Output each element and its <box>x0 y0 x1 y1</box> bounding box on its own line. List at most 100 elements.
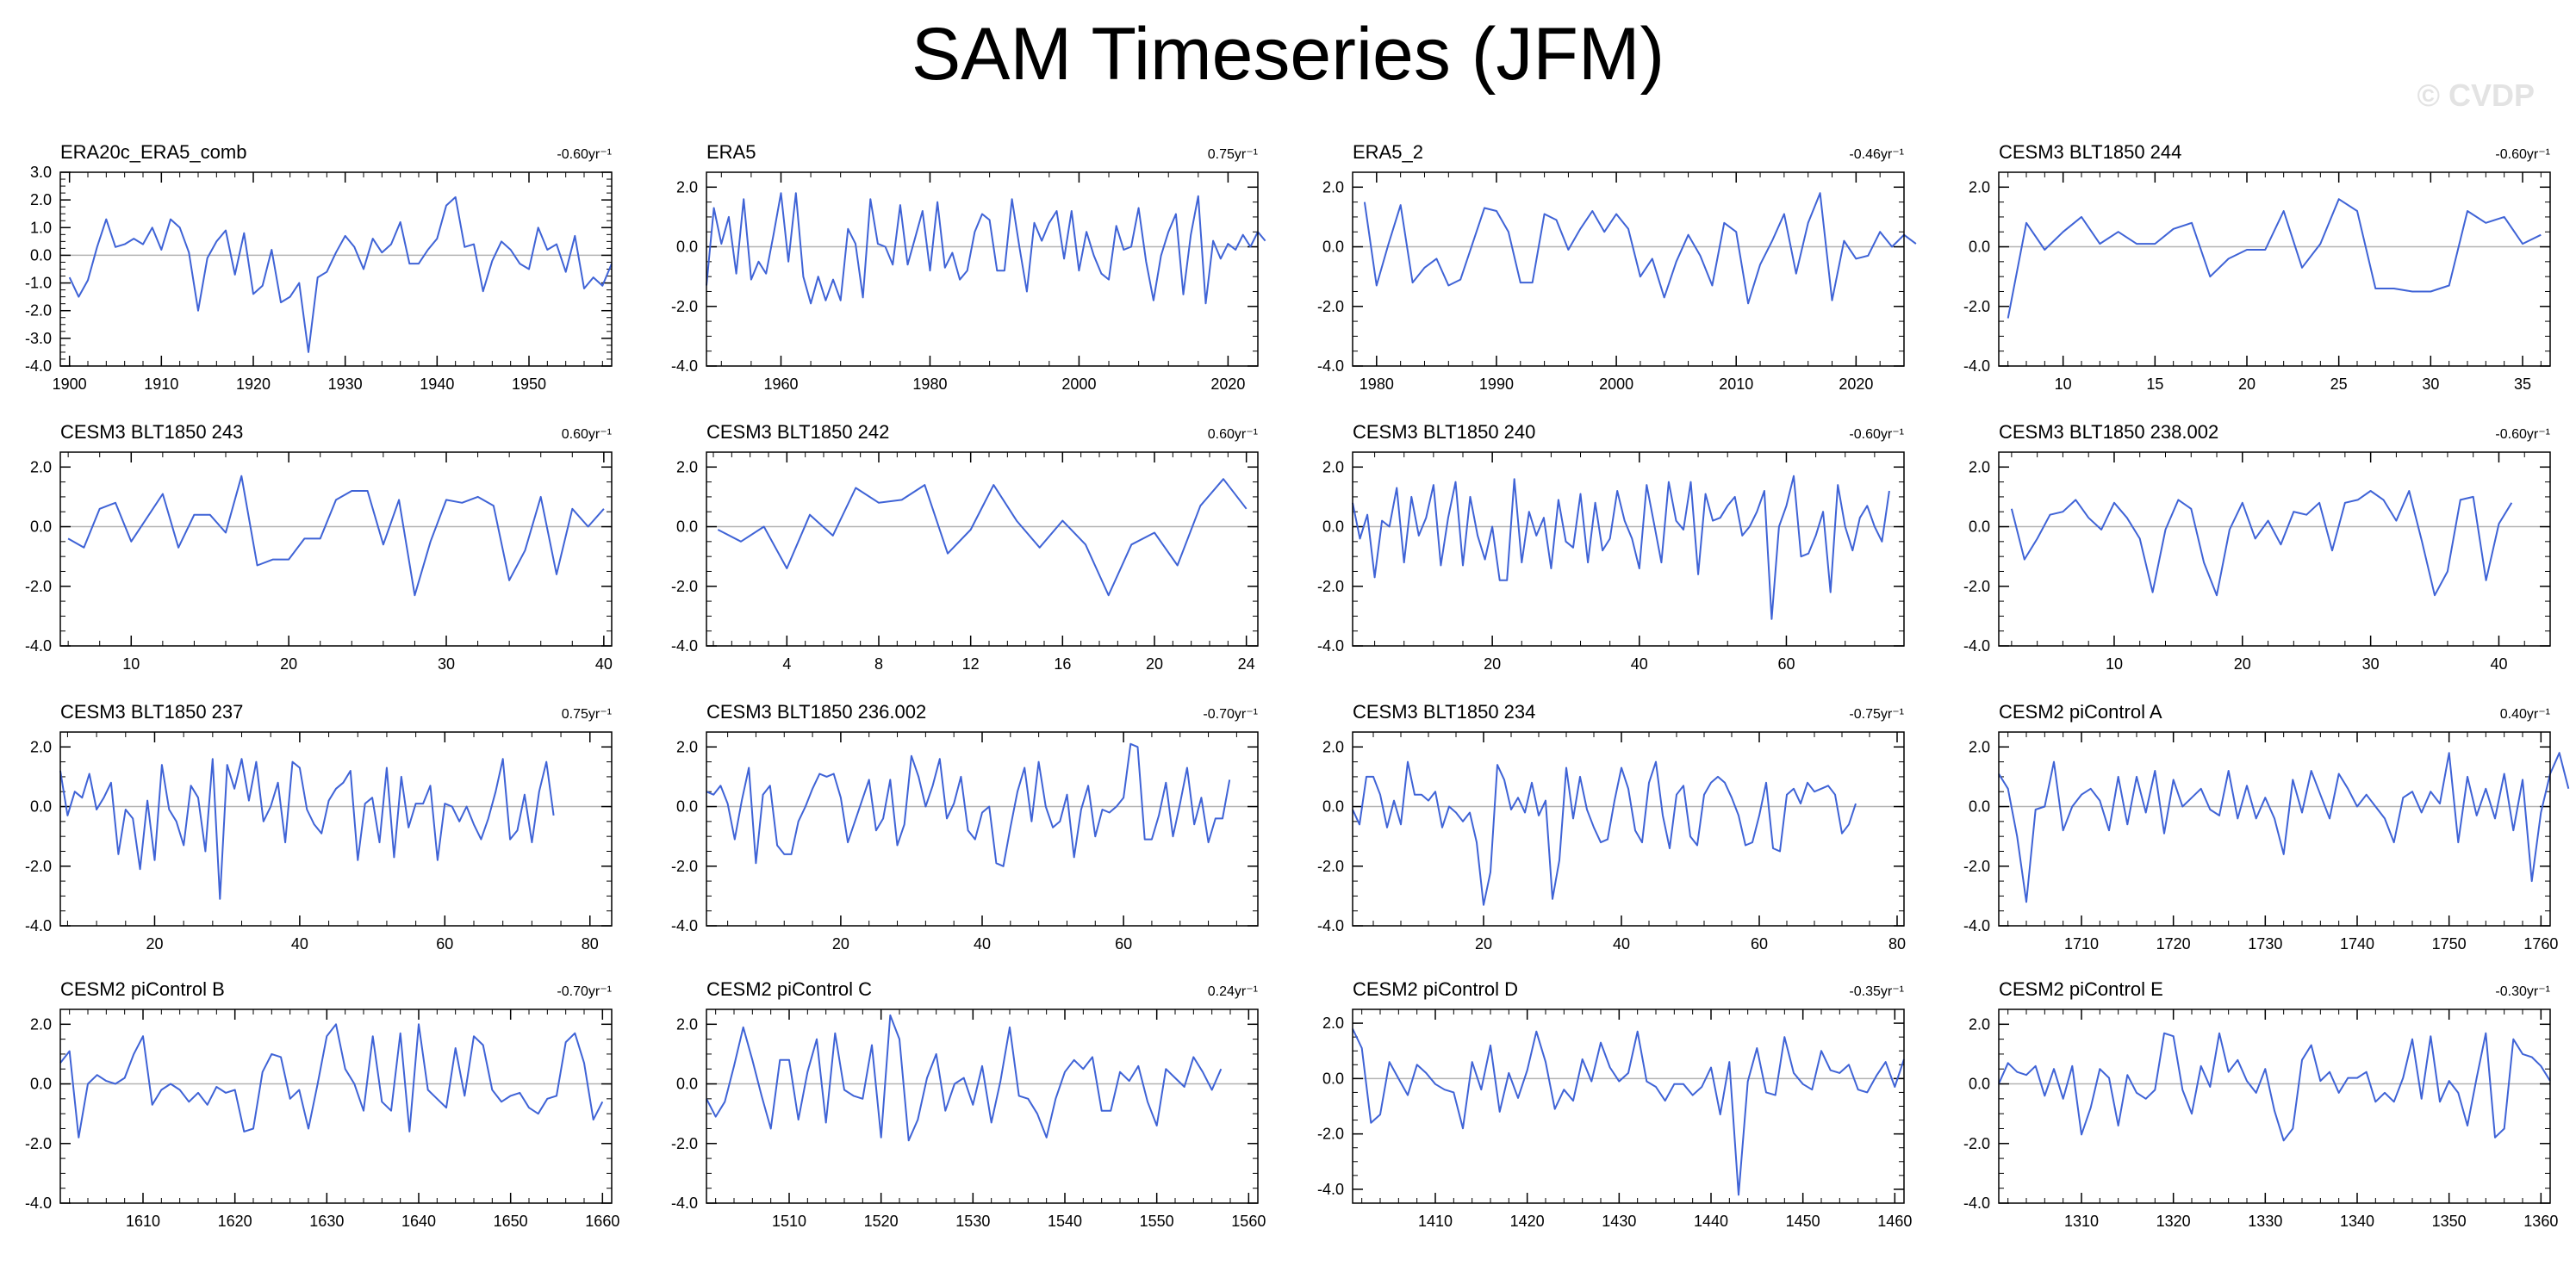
y-tick-label: -2.0 <box>25 578 52 595</box>
x-tick-label: 16 <box>1054 655 1071 673</box>
y-tick-label: -4.0 <box>1317 1181 1344 1198</box>
y-tick-label: 0.0 <box>30 798 52 816</box>
panel-10: CESM3 BLT1850 234 -0.75yr⁻¹ -4.0 -2.0 0.0 2.0… <box>1317 701 1906 953</box>
x-tick-label: 1340 <box>2340 1213 2374 1230</box>
series-line <box>68 195 613 353</box>
y-tick-label: 0.0 <box>676 798 698 816</box>
x-tick-label: 1350 <box>2432 1213 2467 1230</box>
x-tick-label: 20 <box>1146 655 1163 673</box>
series-line <box>706 1014 1223 1142</box>
panel-trend: -0.70yr⁻¹ <box>557 984 612 999</box>
y-tick-label: -2.0 <box>25 858 52 875</box>
panel-9: CESM3 BLT1850 236.002 -0.70yr⁻¹ -4.0 -2.0 0.… <box>671 701 1259 953</box>
panel-trend: 0.60yr⁻¹ <box>1208 427 1258 442</box>
panel-title: CESM3 BLT1850 237 <box>60 701 243 723</box>
page-title: SAM Timeseries (JFM) <box>911 13 1665 96</box>
y-tick-label: -2.0 <box>1963 1135 1990 1152</box>
x-tick-label: 1660 <box>585 1213 619 1230</box>
plot-frame <box>1998 731 2551 927</box>
plot-frame <box>1998 451 2551 647</box>
x-tick-label: 1410 <box>1418 1213 1453 1230</box>
panel-5: CESM3 BLT1850 242 0.60yr⁻¹ -4.0 -2.0 0.0 2.0 4… <box>671 421 1259 673</box>
y-tick-label: 0.0 <box>1969 239 1990 256</box>
y-tick-label: -4.0 <box>671 917 698 934</box>
x-tick-label: 1990 <box>1479 375 1514 393</box>
x-tick-label: 35 <box>2514 375 2531 393</box>
x-tick-label: 2000 <box>1599 375 1633 393</box>
x-tick-label: 1460 <box>1877 1213 1912 1230</box>
x-tick-label: 1950 <box>512 375 546 393</box>
x-tick-label: 60 <box>436 935 453 953</box>
x-tick-label: 1530 <box>955 1213 990 1230</box>
y-tick-label: -4.0 <box>25 637 52 655</box>
x-tick-label: 20 <box>2238 375 2256 393</box>
panel-title: CESM2 piControl D <box>1353 978 1518 1000</box>
panel-2: ERA5_2 -0.46yr⁻¹ -4.0 -2.0 0.0 2.0 1980 1990 200… <box>1317 141 1917 393</box>
x-tick-label: 15 <box>2146 375 2163 393</box>
y-tick-label: 0.0 <box>30 246 52 264</box>
y-tick-label: 0.0 <box>1969 798 1990 816</box>
y-tick-label: -2.0 <box>1963 578 1990 595</box>
panel-trend: 0.24yr⁻¹ <box>1208 984 1258 999</box>
x-tick-label: 30 <box>2362 655 2380 673</box>
y-tick-label: -2.0 <box>1317 298 1344 315</box>
x-tick-label: 40 <box>1631 655 1648 673</box>
y-tick-label: -4.0 <box>1963 1195 1990 1212</box>
plot-frame <box>1352 451 1905 647</box>
panel-0: ERA20c_ERA5_comb -0.60yr⁻¹ -4.0 -3.0 -2.0 -1.… <box>25 141 613 393</box>
plot-frame <box>706 731 1259 927</box>
y-tick-label: -2.0 <box>1963 858 1990 875</box>
x-tick-label: 1980 <box>912 375 947 393</box>
y-tick-label: 2.0 <box>30 458 52 475</box>
x-tick-label: 1520 <box>864 1213 899 1230</box>
x-tick-label: 8 <box>874 655 883 673</box>
y-tick-label: 0.0 <box>1322 239 1344 256</box>
x-tick-label: 30 <box>2422 375 2439 393</box>
y-tick-label: -2.0 <box>671 578 698 595</box>
x-tick-label: 80 <box>1888 935 1906 953</box>
y-tick-label: -4.0 <box>671 357 698 375</box>
y-tick-label: -4.0 <box>1963 917 1990 934</box>
series-line <box>2010 490 2513 597</box>
panel-11: CESM2 piControl A 0.40yr⁻¹ -4.0 -2.0 0.0 2.0 1… <box>1963 701 2570 953</box>
y-tick-label: 0.0 <box>30 518 52 536</box>
x-tick-label: 1550 <box>1140 1213 1174 1230</box>
plot-frame <box>706 171 1259 367</box>
y-tick-label: 0.0 <box>1322 1070 1344 1087</box>
y-tick-label: 0.0 <box>1322 798 1344 816</box>
y-tick-label: -4.0 <box>25 1195 52 1212</box>
panel-12: CESM2 piControl B -0.70yr⁻¹ -4.0 -2.0 0.0 2.0… <box>25 978 619 1230</box>
x-tick-label: 40 <box>2490 655 2507 673</box>
x-tick-label: 40 <box>1613 935 1630 953</box>
y-tick-label: -2.0 <box>1963 298 1990 315</box>
panel-title: CESM2 piControl E <box>1999 978 2163 1000</box>
x-tick-label: 4 <box>782 655 791 673</box>
y-tick-label: -2.0 <box>25 1135 52 1152</box>
panel-title: CESM2 piControl B <box>60 978 225 1000</box>
x-tick-label: 1450 <box>1786 1213 1820 1230</box>
y-tick-label: 0.0 <box>676 1076 698 1093</box>
series-line <box>2007 198 2542 319</box>
y-tick-label: 2.0 <box>1969 178 1990 195</box>
y-tick-label: 2.0 <box>1322 458 1344 475</box>
plot-frame <box>706 451 1259 647</box>
series-line <box>717 478 1248 597</box>
y-tick-label: -2.0 <box>1317 1126 1344 1143</box>
x-tick-label: 2010 <box>1719 375 1753 393</box>
x-tick-label: 40 <box>595 655 613 673</box>
panel-13: CESM2 piControl C 0.24yr⁻¹ -4.0 -2.0 0.0 2.0 1… <box>671 978 1266 1230</box>
x-tick-label: 2020 <box>1839 375 1873 393</box>
y-tick-label: -2.0 <box>25 302 52 320</box>
x-tick-label: 10 <box>122 655 140 673</box>
y-tick-label: 0.0 <box>1322 518 1344 536</box>
y-tick-label: 2.0 <box>1969 738 1990 755</box>
y-tick-label: 0.0 <box>30 1076 52 1093</box>
panel-trend: -0.46yr⁻¹ <box>1849 147 1904 162</box>
panel-trend: 0.75yr⁻¹ <box>562 707 612 722</box>
x-tick-label: 20 <box>2234 655 2251 673</box>
x-tick-label: 1320 <box>2156 1213 2191 1230</box>
y-tick-label: 2.0 <box>30 1015 52 1033</box>
series-line <box>1352 475 1890 620</box>
x-tick-label: 1360 <box>2523 1213 2558 1230</box>
